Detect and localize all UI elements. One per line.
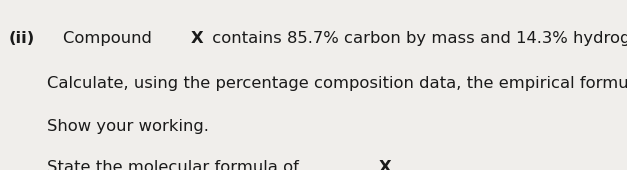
Text: X: X: [379, 160, 391, 170]
Text: Compound: Compound: [42, 31, 157, 46]
Text: (ii): (ii): [8, 31, 34, 46]
Text: X: X: [191, 31, 203, 46]
Text: Calculate, using the percentage composition data, the empirical formula of: Calculate, using the percentage composit…: [47, 76, 627, 91]
Text: Show your working.: Show your working.: [47, 119, 209, 134]
Text: .: .: [395, 160, 400, 170]
Text: contains 85.7% carbon by mass and 14.3% hydrogen by mass.: contains 85.7% carbon by mass and 14.3% …: [207, 31, 627, 46]
Text: State the molecular formula of: State the molecular formula of: [47, 160, 304, 170]
